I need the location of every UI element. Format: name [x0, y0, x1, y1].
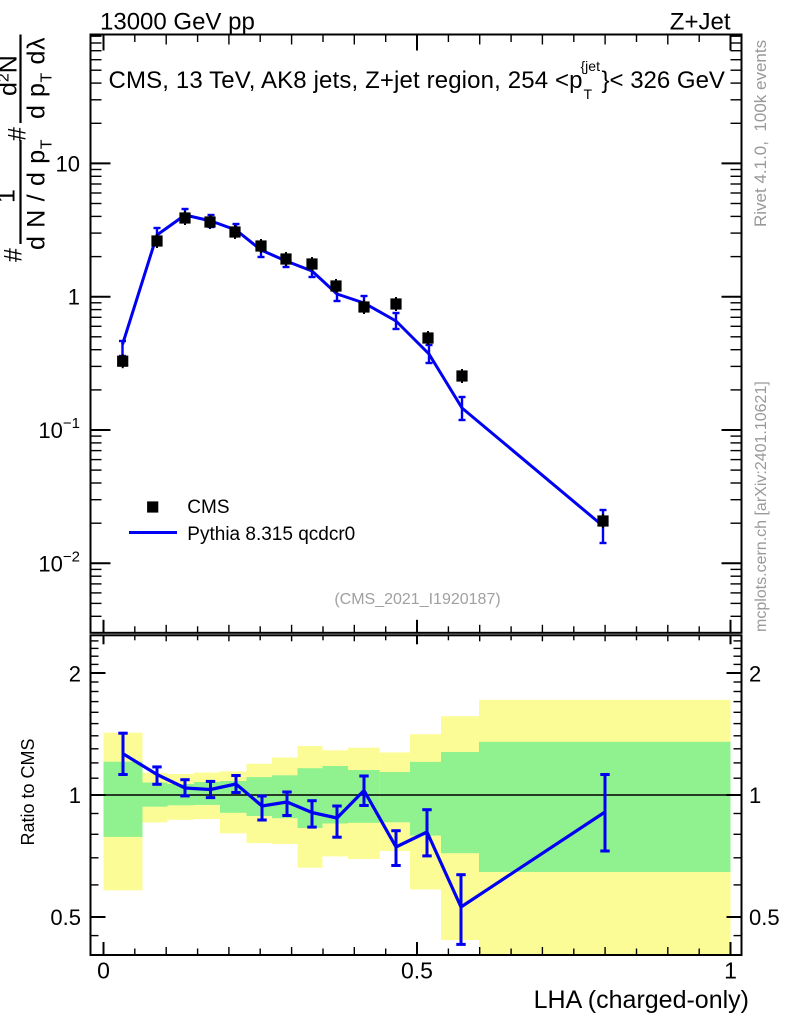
svg-text:2: 2	[749, 662, 761, 687]
svg-text:CMS: CMS	[187, 497, 229, 518]
svg-text:Ratio to CMS: Ratio to CMS	[18, 738, 38, 845]
svg-text:d N / d pT: d N / d pT	[23, 139, 56, 250]
svg-text:0: 0	[97, 958, 110, 984]
svg-text:1: 1	[724, 958, 737, 984]
svg-text:0.5: 0.5	[749, 905, 780, 930]
svg-text:0.5: 0.5	[401, 958, 433, 984]
svg-text:1: 1	[0, 189, 21, 203]
svg-text:Z+Jet: Z+Jet	[670, 8, 731, 35]
svg-text:1: 1	[68, 285, 80, 310]
svg-text:#: #	[4, 127, 32, 141]
svg-text:(CMS_2021_I1920187): (CMS_2021_I1920187)	[334, 591, 500, 608]
svg-text:Pythia 8.315 qcdcr0: Pythia 8.315 qcdcr0	[187, 524, 355, 545]
svg-text:mcplots.cern.ch [arXiv:2401.10: mcplots.cern.ch [arXiv:2401.10621]	[753, 381, 770, 632]
svg-text:13000 GeV pp: 13000 GeV pp	[100, 8, 255, 35]
svg-text:2: 2	[69, 662, 81, 687]
svg-text:d2N: d2N	[0, 55, 23, 96]
svg-text:1: 1	[69, 783, 81, 808]
svg-text:0.5: 0.5	[50, 905, 81, 930]
svg-text:1: 1	[749, 783, 761, 808]
svg-text:{jet: {jet	[581, 58, 601, 74]
svg-text:CMS, 13 TeV, AK8 jets, Z+jet r: CMS, 13 TeV, AK8 jets, Z+jet region, 254…	[109, 67, 583, 94]
svg-text:LHA (charged-only): LHA (charged-only)	[534, 986, 749, 1014]
svg-text:}< 326 GeV: }< 326 GeV	[602, 67, 725, 94]
svg-text:#: #	[0, 248, 28, 262]
svg-text:T: T	[584, 86, 593, 102]
svg-text:Rivet 4.1.0, 100k events: Rivet 4.1.0, 100k events	[751, 40, 770, 227]
svg-text:10: 10	[56, 151, 80, 176]
